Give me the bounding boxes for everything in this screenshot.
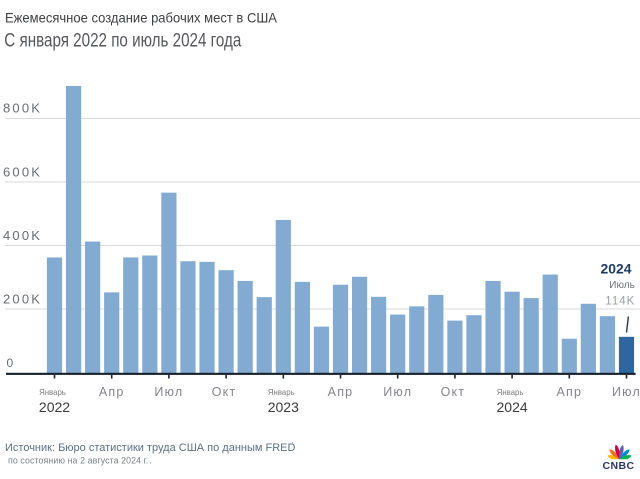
svg-text:2024: 2024	[497, 399, 528, 415]
svg-text:200K: 200K	[3, 291, 42, 306]
svg-text:Апр: Апр	[99, 385, 125, 399]
svg-text:2023: 2023	[268, 399, 299, 415]
svg-text:Январь: Январь	[268, 388, 295, 397]
svg-text:Ежемесячное создание рабочих м: Ежемесячное создание рабочих мест в США	[5, 9, 278, 25]
svg-text:С января 2022 по июль 2024 год: С января 2022 по июль 2024 года	[4, 31, 241, 52]
svg-text:2022: 2022	[39, 399, 70, 415]
svg-text:Июл: Июл	[383, 385, 412, 399]
svg-text:Источник: Бюро статистики труд: Источник: Бюро статистики труда США по д…	[5, 442, 296, 454]
svg-text:114K: 114K	[605, 295, 635, 307]
svg-text:Январь: Январь	[39, 388, 66, 397]
svg-text:800K: 800K	[3, 100, 42, 115]
svg-text:Июл: Июл	[154, 385, 183, 399]
svg-text:CNBC: CNBC	[603, 460, 635, 472]
svg-text:Окт: Окт	[212, 385, 237, 399]
svg-text:Апр: Апр	[328, 385, 354, 399]
svg-text:Окт: Окт	[441, 385, 466, 399]
svg-text:0: 0	[7, 356, 14, 370]
svg-text:': '	[292, 441, 294, 452]
svg-text:по состоянию на 2 августа 2024: по состоянию на 2 августа 2024 г. .	[8, 456, 152, 466]
svg-text:2024: 2024	[601, 262, 632, 277]
svg-text:Июль: Июль	[609, 280, 635, 291]
svg-text:400K: 400K	[3, 228, 42, 243]
svg-text:600K: 600K	[3, 164, 42, 179]
svg-text:Январь: Январь	[497, 388, 524, 397]
svg-text:Апр: Апр	[556, 385, 582, 399]
svg-text:Июл: Июл	[612, 385, 640, 399]
